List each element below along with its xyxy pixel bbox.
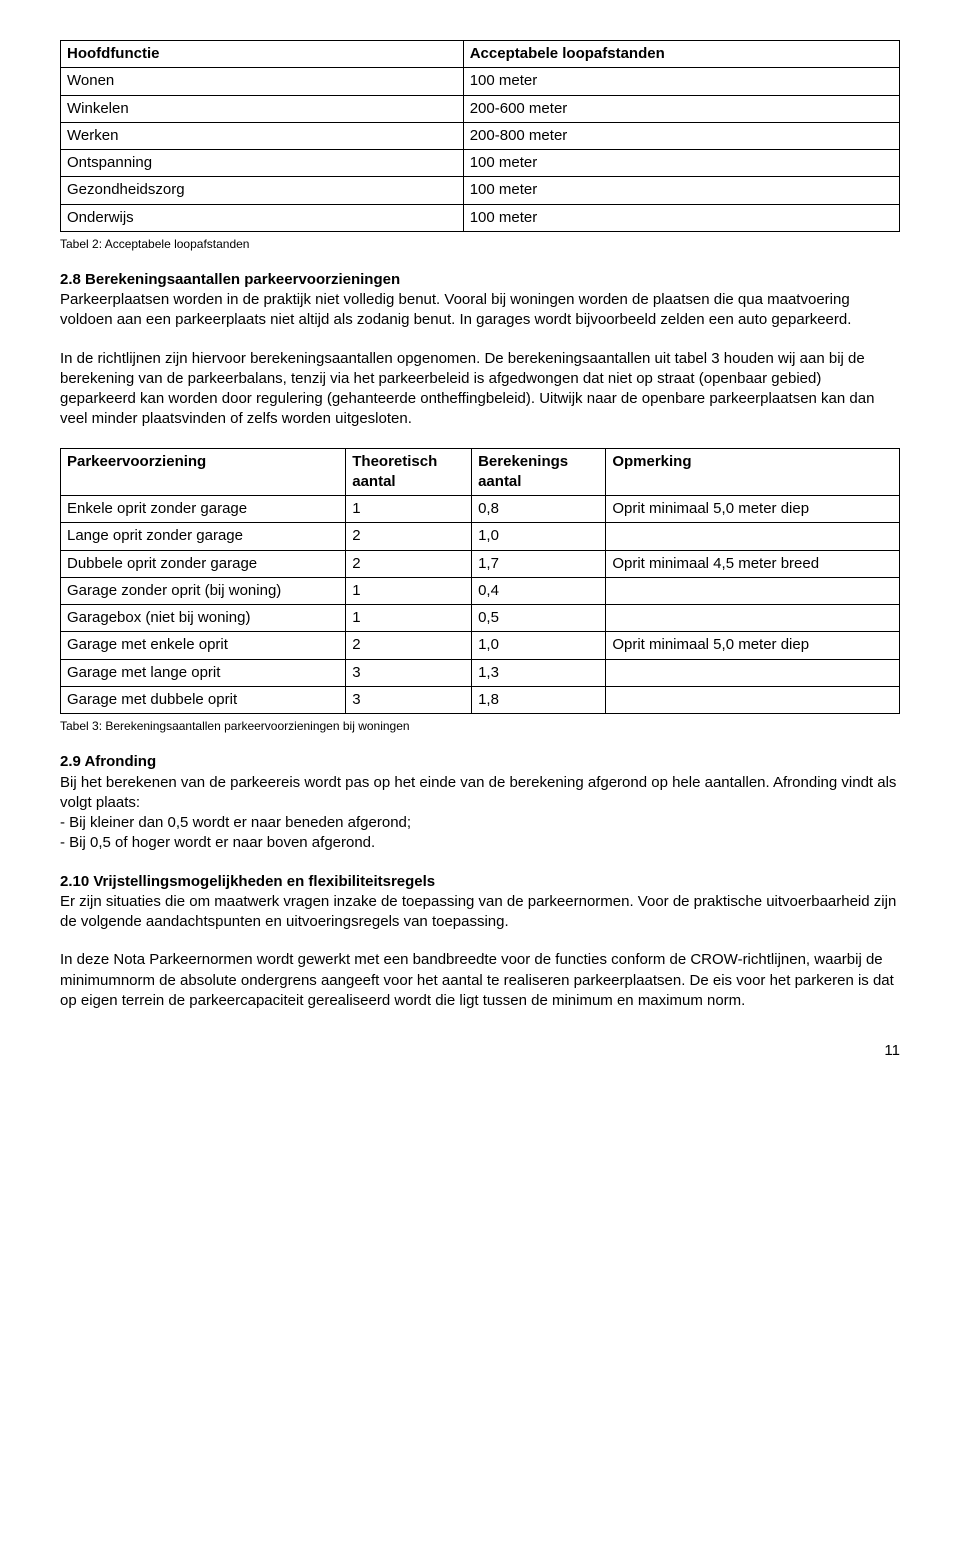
table2-cell — [606, 523, 900, 550]
table2-cell: 1 — [346, 496, 472, 523]
table1-cell: 100 meter — [463, 150, 899, 177]
table2-cell: Oprit minimaal 5,0 meter diep — [606, 496, 900, 523]
table2-header-1: Theoretisch aantal — [346, 448, 472, 496]
table1-cell: Ontspanning — [61, 150, 464, 177]
table2-cell: Lange oprit zonder garage — [61, 523, 346, 550]
table1-cell: Wonen — [61, 68, 464, 95]
table1-cell: Gezondheidszorg — [61, 177, 464, 204]
table1-cell: 100 meter — [463, 204, 899, 231]
table2-cell: 3 — [346, 659, 472, 686]
heading-2-9: 2.9 Afronding — [60, 753, 156, 770]
table2-header-3: Opmerking — [606, 448, 900, 496]
table2-cell: Garage met enkele oprit — [61, 632, 346, 659]
table2-cell: 1,3 — [472, 659, 606, 686]
table1-header-0: Hoofdfunctie — [61, 41, 464, 68]
table2-caption: Tabel 3: Berekeningsaantallen parkeervoo… — [60, 718, 900, 734]
table2-cell: Dubbele oprit zonder garage — [61, 550, 346, 577]
table2-cell — [606, 577, 900, 604]
table2-cell: 2 — [346, 523, 472, 550]
table2-cell: Garage met dubbele oprit — [61, 686, 346, 713]
table2-cell: 1,8 — [472, 686, 606, 713]
paragraph-text: Parkeerplaatsen worden in de praktijk ni… — [60, 291, 851, 328]
table2-cell: Garage zonder oprit (bij woning) — [61, 577, 346, 604]
paragraph-text: In de richtlijnen zijn hiervoor berekeni… — [60, 349, 900, 430]
table2-cell: Oprit minimaal 5,0 meter diep — [606, 632, 900, 659]
table1-cell: 100 meter — [463, 68, 899, 95]
table1-caption: Tabel 2: Acceptabele loopafstanden — [60, 236, 900, 252]
paragraph-text: In deze Nota Parkeernormen wordt gewerkt… — [60, 950, 900, 1011]
table2-cell — [606, 686, 900, 713]
table2-cell: Garage met lange oprit — [61, 659, 346, 686]
table2-cell: 1 — [346, 605, 472, 632]
table1-header-1: Acceptabele loopafstanden — [463, 41, 899, 68]
table2-cell: 0,8 — [472, 496, 606, 523]
table2-cell — [606, 605, 900, 632]
table2-cell — [606, 659, 900, 686]
table-berekeningsaantallen: Parkeervoorziening Theoretisch aantal Be… — [60, 448, 900, 715]
table2-cell: Garagebox (niet bij woning) — [61, 605, 346, 632]
list-item: - Bij 0,5 of hoger wordt er naar boven a… — [60, 834, 375, 851]
paragraph-text: Bij het berekenen van de parkeereis word… — [60, 774, 896, 811]
table2-cell: Enkele oprit zonder garage — [61, 496, 346, 523]
table1-cell: Werken — [61, 122, 464, 149]
table2-cell: 2 — [346, 632, 472, 659]
table2-cell: 2 — [346, 550, 472, 577]
table1-cell: 200-800 meter — [463, 122, 899, 149]
table2-cell: 0,5 — [472, 605, 606, 632]
table2-cell: Oprit minimaal 4,5 meter breed — [606, 550, 900, 577]
table1-cell: 100 meter — [463, 177, 899, 204]
table2-cell: 0,4 — [472, 577, 606, 604]
table2-header-0: Parkeervoorziening — [61, 448, 346, 496]
table1-cell: 200-600 meter — [463, 95, 899, 122]
table2-cell: 1,0 — [472, 632, 606, 659]
table2-cell: 1 — [346, 577, 472, 604]
table2-cell: 1,0 — [472, 523, 606, 550]
page-number: 11 — [60, 1041, 900, 1061]
table2-cell: 1,7 — [472, 550, 606, 577]
list-item: - Bij kleiner dan 0,5 wordt er naar bene… — [60, 814, 411, 831]
table2-header-2: Berekenings aantal — [472, 448, 606, 496]
table-loopafstanden: Hoofdfunctie Acceptabele loopafstanden W… — [60, 40, 900, 232]
table1-cell: Onderwijs — [61, 204, 464, 231]
heading-2-10: 2.10 Vrijstellingsmogelijkheden en flexi… — [60, 873, 435, 890]
table2-cell: 3 — [346, 686, 472, 713]
heading-2-8: 2.8 Berekeningsaantallen parkeervoorzien… — [60, 271, 400, 288]
table1-cell: Winkelen — [61, 95, 464, 122]
paragraph-text: Er zijn situaties die om maatwerk vragen… — [60, 893, 896, 930]
